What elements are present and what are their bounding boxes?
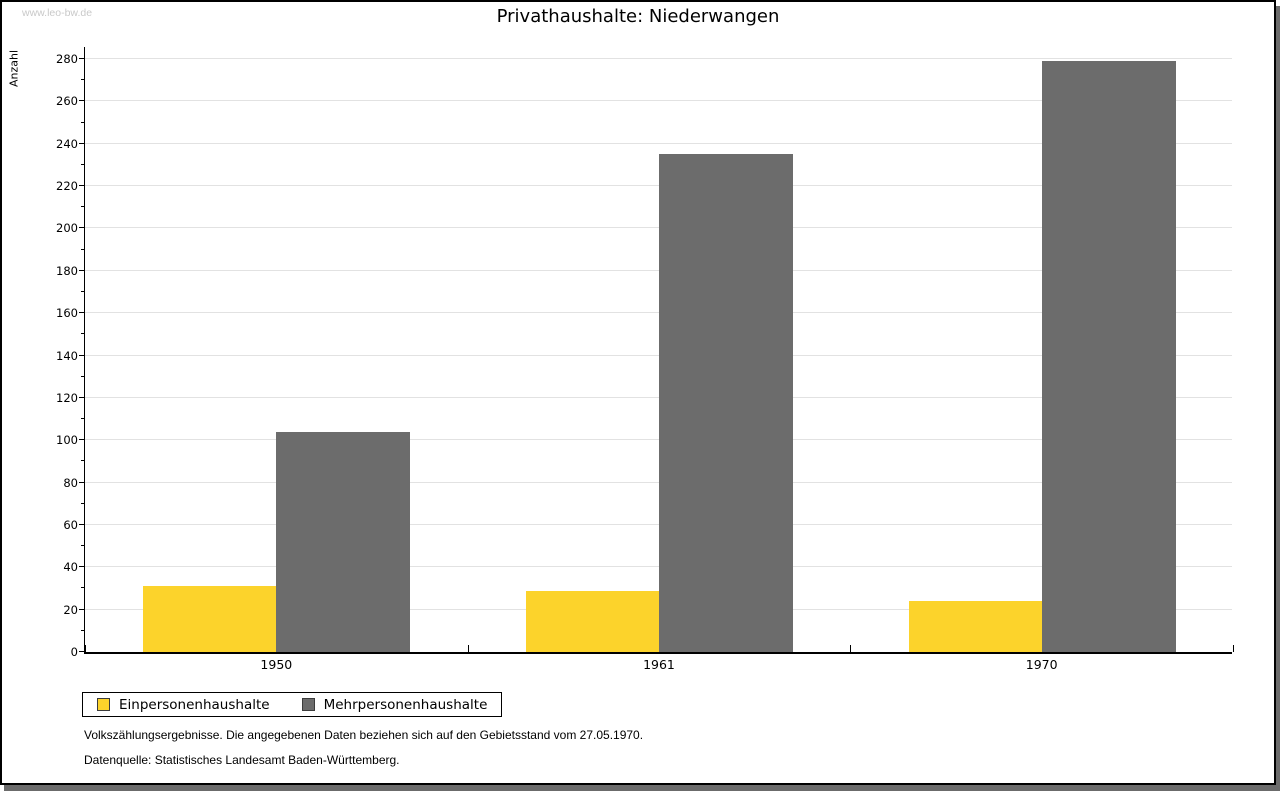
y-axis-tick	[79, 396, 85, 398]
y-axis-title: Anzahl	[7, 49, 21, 88]
y-tick-label: 80	[63, 475, 78, 490]
y-axis-tick	[79, 439, 85, 441]
y-axis-tick	[81, 163, 85, 165]
x-axis-tick	[85, 645, 86, 652]
y-tick-label: 20	[63, 602, 78, 617]
gridline	[85, 100, 1232, 102]
y-axis-tick	[79, 523, 85, 525]
footnote-source-note: Volkszählungsergebnisse. Die angegebenen…	[84, 728, 644, 742]
legend-item-einpersonenhaushalte: Einpersonenhaushalte	[97, 697, 270, 713]
plot-area: 0 20 40 60 80 100 120 140 160 180 200 220 240 260 280 1…	[56, 47, 1234, 672]
y-tick-label: 60	[63, 517, 78, 532]
y-axis-tick	[81, 629, 85, 631]
y-tick-label: 120	[56, 390, 78, 405]
gridline	[85, 269, 1232, 271]
y-axis-tick	[79, 227, 85, 229]
y-tick-label: 240	[56, 136, 78, 151]
y-axis-tick	[81, 333, 85, 335]
x-category-label: 1950	[260, 657, 293, 672]
y-axis-tick	[81, 79, 85, 81]
gridline	[85, 227, 1232, 229]
y-axis-tick	[81, 418, 85, 420]
legend: Einpersonenhaushalte Mehrpersonenhaushal…	[82, 692, 503, 717]
y-axis-tick	[79, 142, 85, 144]
y-axis-tick	[81, 545, 85, 547]
y-axis-tick	[81, 290, 85, 292]
y-axis-tick	[79, 269, 85, 271]
gridline	[85, 566, 1232, 568]
y-axis-tick	[79, 354, 85, 356]
y-tick-label: 0	[70, 645, 78, 659]
bar-mehrpersonenhaushalte-1961	[659, 154, 793, 652]
x-axis-tick	[467, 645, 469, 652]
y-tick-label: 180	[56, 263, 78, 278]
x-category-label: 1961	[643, 657, 675, 672]
y-axis-tick	[79, 185, 85, 187]
bar-mehrpersonenhaushalte-1970	[1041, 61, 1176, 652]
y-tick-label: 40	[63, 560, 78, 575]
y-axis-tick	[79, 312, 85, 314]
y-tick-label: 220	[56, 179, 78, 194]
bar-einpersonenhaushalte-1961	[526, 590, 659, 652]
y-axis-tick	[79, 608, 85, 610]
x-axis-tick	[850, 645, 852, 652]
y-tick-label: 200	[56, 221, 78, 236]
watermark: www.leo-bw.de	[22, 7, 93, 19]
y-tick-label: 280	[56, 52, 78, 66]
y-axis-tick	[81, 206, 85, 208]
footnote-data-source: Datenquelle: Statistisches Landesamt Bad…	[84, 753, 400, 767]
bar-einpersonenhaushalte-1950	[143, 586, 277, 652]
gridline	[85, 354, 1232, 356]
y-axis-tick	[79, 58, 85, 59]
y-axis-tick	[81, 460, 85, 462]
y-axis-tick	[79, 100, 85, 102]
y-axis-tick	[81, 121, 85, 123]
y-tick-label: 140	[56, 348, 78, 363]
gridline	[85, 481, 1232, 483]
legend-label: Mehrpersonenhaushalte	[323, 696, 488, 713]
y-axis-tick	[79, 481, 85, 483]
y-axis-tick	[81, 248, 85, 250]
gridline	[85, 142, 1232, 144]
gridline	[85, 185, 1232, 187]
gridline	[85, 396, 1232, 398]
gridline	[85, 312, 1232, 314]
y-axis-tick	[79, 651, 85, 652]
y-axis-tick	[79, 566, 85, 568]
bar-einpersonenhaushalte-1970	[908, 601, 1042, 652]
x-axis-tick	[1233, 645, 1234, 652]
x-category-label: 1970	[1025, 657, 1058, 672]
chart-title: Privathaushalte: Niederwangen	[496, 6, 780, 27]
gridline	[85, 439, 1232, 441]
y-tick-label: 260	[56, 94, 78, 109]
y-tick-label: 100	[56, 433, 78, 448]
legend-item-mehrpersonenhaushalte: Mehrpersonenhaushalte	[301, 696, 488, 713]
bar-mehrpersonenhaushalte-1950	[276, 431, 411, 652]
gridline	[85, 58, 1232, 59]
y-axis-tick	[81, 375, 85, 377]
gridline	[85, 523, 1232, 525]
legend-swatch-gray	[301, 698, 315, 711]
legend-swatch-yellow	[97, 698, 110, 711]
y-axis-tick	[81, 502, 85, 504]
y-tick-label: 160	[56, 306, 78, 321]
y-axis-tick	[81, 587, 85, 589]
legend-label: Einpersonenhaushalte	[119, 696, 270, 713]
